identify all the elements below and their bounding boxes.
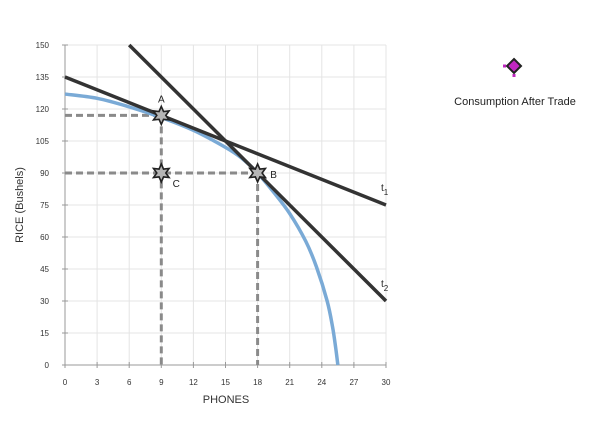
point-label-c: C [173, 179, 180, 190]
point-marker-c [151, 162, 171, 184]
y-tick-label: 120 [36, 105, 50, 114]
y-tick-label: 75 [40, 201, 49, 210]
y-tick-label: 150 [36, 41, 50, 50]
point-label-b: B [270, 170, 277, 181]
y-tick-label: 45 [40, 265, 49, 274]
grid [65, 44, 387, 365]
y-tick-label: 90 [40, 169, 49, 178]
y-tick-label: 15 [40, 329, 49, 338]
x-axis-title: PHONES [203, 394, 249, 406]
x-tick-label: 12 [189, 378, 198, 387]
y-axis-title: RICE (Bushels) [14, 167, 26, 243]
legend-marker-handle [503, 64, 506, 68]
point-marker-a [151, 104, 171, 127]
y-tick-label: 0 [45, 361, 50, 370]
x-tick-label: 27 [349, 378, 358, 387]
y-tick-label: 60 [40, 233, 49, 242]
x-tick-label: 15 [221, 378, 230, 387]
ppf-curve [64, 92, 340, 366]
legend-marker-handle [512, 74, 516, 77]
axes: 0 3 6 9 12 15 18 21 24 27 30 0 15 30 45 60 75 90 105 120 135… [36, 41, 391, 387]
x-tick-label: 6 [127, 378, 132, 387]
x-tick-label: 9 [159, 378, 164, 387]
point-marker-b [248, 162, 268, 184]
y-tick-label: 30 [40, 297, 49, 306]
y-tick-label: 135 [36, 73, 50, 82]
x-tick-label: 30 [382, 378, 391, 387]
x-tick-label: 3 [95, 378, 100, 387]
x-tick-label: 18 [253, 378, 262, 387]
dashed-guides [65, 113, 260, 365]
points: A C B [151, 94, 277, 190]
legend-label: Consumption After Trade [454, 96, 576, 108]
x-tick-label: 0 [63, 378, 68, 387]
legend [503, 57, 523, 77]
point-label-a: A [158, 94, 165, 105]
trade-line-label-t2: t2 [381, 279, 389, 293]
x-tick-label: 24 [317, 378, 326, 387]
x-tick-label: 21 [285, 378, 294, 387]
legend-marker-diamond [505, 57, 523, 75]
y-tick-label: 105 [36, 137, 50, 146]
trade-line-label-t1: t1 [381, 183, 389, 197]
